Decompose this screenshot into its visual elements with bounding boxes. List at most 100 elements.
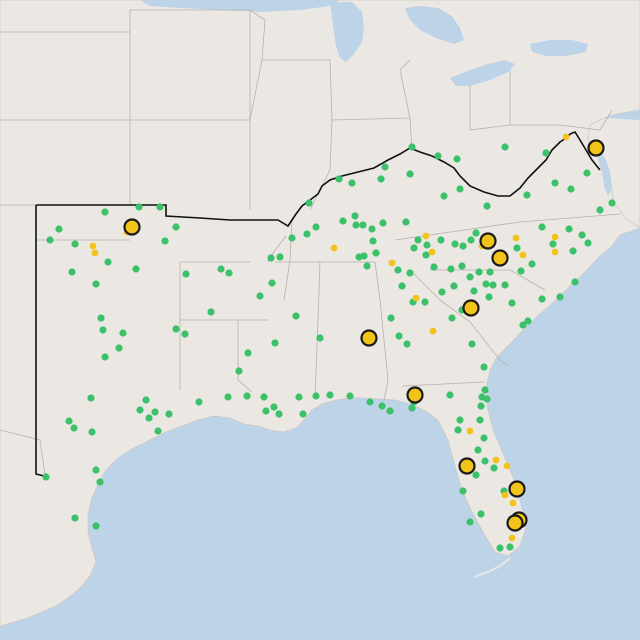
site-marker-small[interactable] [402,218,410,226]
site-marker-small[interactable] [99,326,107,334]
site-marker-medium[interactable] [429,327,437,335]
site-marker-small[interactable] [490,464,498,472]
site-marker-small[interactable] [549,240,557,248]
site-marker-small[interactable] [360,252,368,260]
site-marker-small[interactable] [87,394,95,402]
site-marker-large[interactable] [587,139,605,157]
site-marker-medium[interactable] [509,499,517,507]
site-marker-small[interactable] [271,339,279,347]
site-marker-small[interactable] [312,392,320,400]
site-marker-small[interactable] [459,487,467,495]
site-marker-small[interactable] [42,473,50,481]
site-marker-small[interactable] [88,428,96,436]
site-marker-small[interactable] [363,262,371,270]
site-marker-small[interactable] [489,281,497,289]
site-marker-small[interactable] [292,312,300,320]
site-marker-small[interactable] [305,199,313,207]
site-marker-small[interactable] [571,278,579,286]
site-marker-large[interactable] [508,480,526,498]
site-marker-small[interactable] [438,288,446,296]
site-marker-small[interactable] [366,398,374,406]
site-marker-small[interactable] [421,298,429,306]
site-marker-small[interactable] [542,149,550,157]
site-marker-small[interactable] [583,169,591,177]
site-marker-small[interactable] [70,424,78,432]
site-marker-small[interactable] [71,240,79,248]
site-marker-small[interactable] [480,434,488,442]
site-marker-small[interactable] [434,152,442,160]
site-marker-medium[interactable] [89,242,97,250]
site-marker-medium[interactable] [412,294,420,302]
site-marker-small[interactable] [101,353,109,361]
site-marker-small[interactable] [136,406,144,414]
site-marker-large[interactable] [506,514,524,532]
site-marker-small[interactable] [456,185,464,193]
site-marker-small[interactable] [346,392,354,400]
site-marker-small[interactable] [477,510,485,518]
site-marker-small[interactable] [65,417,73,425]
site-marker-small[interactable] [326,391,334,399]
site-marker-small[interactable] [312,223,320,231]
site-marker-small[interactable] [517,267,525,275]
site-marker-small[interactable] [528,260,536,268]
site-marker-small[interactable] [288,234,296,242]
site-marker-small[interactable] [377,175,385,183]
site-marker-small[interactable] [408,143,416,151]
site-marker-small[interactable] [101,208,109,216]
site-marker-small[interactable] [466,518,474,526]
site-marker-large[interactable] [479,232,497,250]
site-marker-small[interactable] [104,258,112,266]
site-marker-small[interactable] [466,273,474,281]
site-marker-small[interactable] [46,236,54,244]
site-marker-small[interactable] [295,393,303,401]
site-marker-small[interactable] [119,329,127,337]
site-marker-small[interactable] [182,270,190,278]
site-marker-small[interactable] [156,203,164,211]
site-marker-small[interactable] [472,471,480,479]
site-marker-small[interactable] [422,251,430,259]
site-marker-small[interactable] [578,231,586,239]
site-marker-large[interactable] [360,329,378,347]
site-marker-small[interactable] [476,416,484,424]
site-marker-small[interactable] [262,407,270,415]
site-marker-small[interactable] [316,334,324,342]
site-marker-small[interactable] [513,244,521,252]
site-marker-small[interactable] [151,408,159,416]
site-marker-small[interactable] [474,446,482,454]
site-marker-small[interactable] [92,280,100,288]
site-marker-small[interactable] [96,478,104,486]
site-marker-small[interactable] [506,543,514,551]
site-marker-small[interactable] [523,191,531,199]
site-marker-small[interactable] [132,265,140,273]
site-marker-medium[interactable] [428,248,436,256]
site-marker-small[interactable] [154,427,162,435]
site-marker-small[interactable] [447,265,455,273]
site-marker-small[interactable] [485,293,493,301]
site-marker-small[interactable] [440,192,448,200]
site-marker-small[interactable] [406,170,414,178]
site-marker-small[interactable] [235,367,243,375]
site-marker-small[interactable] [172,325,180,333]
site-marker-small[interactable] [456,416,464,424]
site-marker-medium[interactable] [388,259,396,267]
site-marker-small[interactable] [454,426,462,434]
site-marker-small[interactable] [408,404,416,412]
site-marker-small[interactable] [480,363,488,371]
site-marker-small[interactable] [472,229,480,237]
site-marker-medium[interactable] [519,251,527,259]
site-marker-small[interactable] [501,143,509,151]
site-marker-small[interactable] [483,395,491,403]
site-marker-small[interactable] [368,225,376,233]
site-marker-small[interactable] [217,265,225,273]
site-marker-small[interactable] [437,236,445,244]
site-marker-small[interactable] [475,268,483,276]
site-marker-small[interactable] [467,236,475,244]
site-marker-small[interactable] [207,308,215,316]
site-marker-small[interactable] [224,393,232,401]
site-marker-small[interactable] [165,410,173,418]
site-marker-small[interactable] [410,244,418,252]
site-marker-small[interactable] [394,266,402,274]
site-marker-small[interactable] [161,237,169,245]
